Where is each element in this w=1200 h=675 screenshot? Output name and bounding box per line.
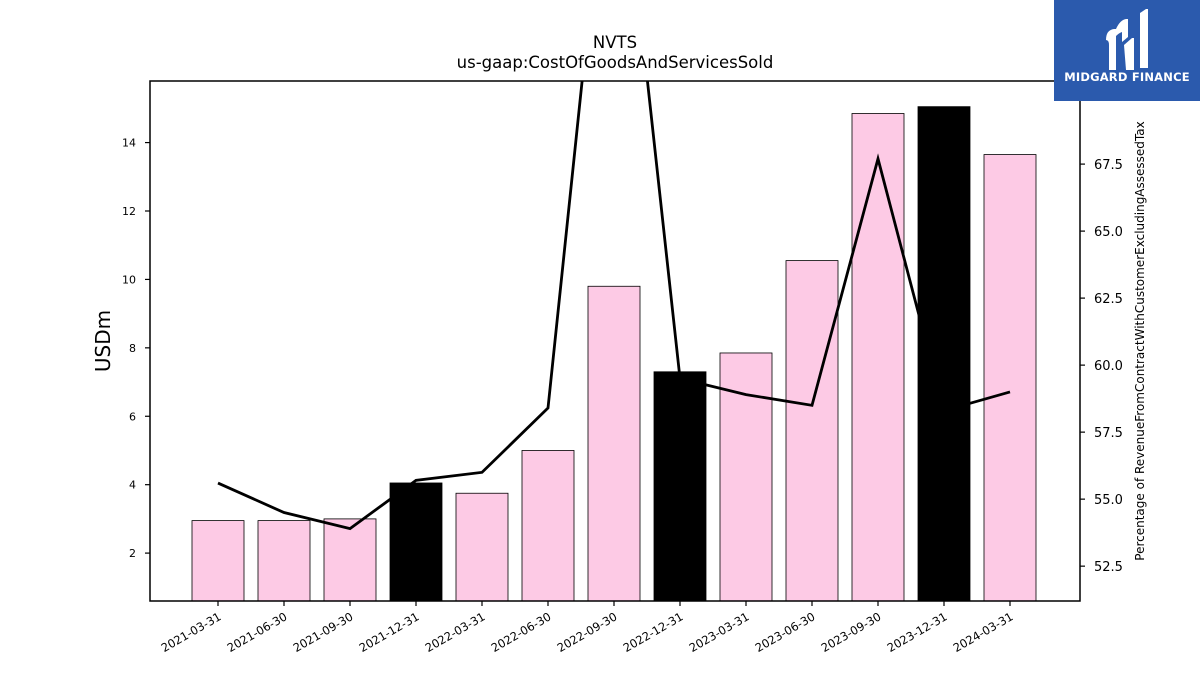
- y-tick-label: 8: [129, 342, 136, 355]
- x-axis: 2021-03-31 2021-06-30 2021-09-30 2021-12-31…: [159, 601, 1016, 655]
- logo-text: MIDGARD FINANCE: [1064, 70, 1190, 84]
- x-tick-label: 2022-09-30: [555, 609, 620, 655]
- bar-2023-09-30: [851, 113, 905, 602]
- line-series: [217, 81, 1011, 531]
- x-tick-label: 2021-12-31: [357, 609, 422, 655]
- x-tick-label: 2024-03-31: [951, 609, 1016, 655]
- y2-tick-label: 55.0: [1094, 493, 1123, 508]
- bar-2022-06-30: [521, 450, 575, 602]
- bar-2023-12-31: [917, 106, 971, 602]
- chart-subtitle: us-gaap:CostOfGoodsAndServicesSold: [457, 53, 774, 72]
- y-tick-label: 10: [122, 273, 136, 286]
- x-tick-label: 2023-06-30: [753, 609, 818, 655]
- x-tick-label: 2021-09-30: [291, 609, 356, 655]
- y2-tick-label: 57.5: [1094, 426, 1123, 441]
- right-axis: 52.5 55.0 57.5 60.0 62.5 65.0 67.5: [1080, 158, 1123, 575]
- y-tick-label: 12: [122, 205, 136, 218]
- bar-2022-03-31: [455, 492, 509, 602]
- plot-frame: [149, 80, 1081, 602]
- bar-2022-12-31: [653, 371, 707, 602]
- bar-2021-06-30: [257, 520, 311, 602]
- midgard-logo-icon: [1106, 9, 1148, 70]
- bar-2021-09-30: [323, 518, 377, 602]
- bars-group: [191, 106, 1037, 602]
- y2-tick-label: 52.5: [1094, 560, 1123, 575]
- line-group: [217, 81, 1011, 531]
- x-tick-label: 2021-03-31: [159, 609, 224, 655]
- x-tick-label: 2022-12-31: [621, 609, 686, 655]
- y-tick-label: 4: [129, 479, 136, 492]
- y2-tick-label: 65.0: [1094, 225, 1123, 240]
- y-axis-label: USDm: [91, 310, 115, 372]
- x-tick-label: 2023-09-30: [819, 609, 884, 655]
- x-tick-label: 2021-06-30: [225, 609, 290, 655]
- chart-title: NVTS: [593, 33, 637, 52]
- x-tick-label: 2023-03-31: [687, 609, 752, 655]
- bar-2024-03-31: [983, 154, 1037, 602]
- left-axis: 2 4 6 8 10 12 14: [122, 137, 150, 560]
- y2-tick-label: 60.0: [1094, 359, 1123, 374]
- y-tick-label: 14: [122, 137, 136, 150]
- bar-2023-06-30: [785, 260, 839, 602]
- midgard-finance-logo: MIDGARD FINANCE: [1054, 0, 1200, 101]
- y-tick-label: 2: [129, 547, 136, 560]
- y-tick-label: 6: [129, 410, 136, 423]
- y2-tick-label: 67.5: [1094, 158, 1123, 173]
- y2-tick-label: 62.5: [1094, 292, 1123, 307]
- bar-2021-03-31: [191, 520, 245, 602]
- x-tick-label: 2023-12-31: [885, 609, 950, 655]
- bar-2022-09-30: [587, 285, 641, 602]
- x-tick-label: 2022-03-31: [423, 609, 488, 655]
- x-tick-label: 2022-06-30: [489, 609, 554, 655]
- y2-axis-label: Percentage of RevenueFromContractWithCus…: [1133, 121, 1147, 560]
- bar-2021-12-31: [389, 482, 443, 602]
